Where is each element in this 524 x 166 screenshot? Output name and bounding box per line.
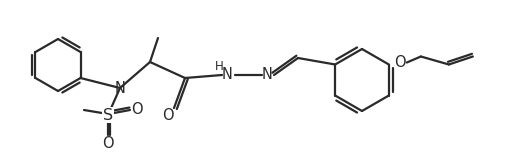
Text: O: O <box>131 101 143 117</box>
Text: S: S <box>103 108 113 123</box>
Text: O: O <box>102 135 114 151</box>
Text: O: O <box>394 55 406 70</box>
Text: H: H <box>215 59 223 73</box>
Text: N: N <box>222 67 233 82</box>
Text: N: N <box>261 67 272 82</box>
Text: N: N <box>115 81 125 95</box>
Text: O: O <box>162 108 174 123</box>
